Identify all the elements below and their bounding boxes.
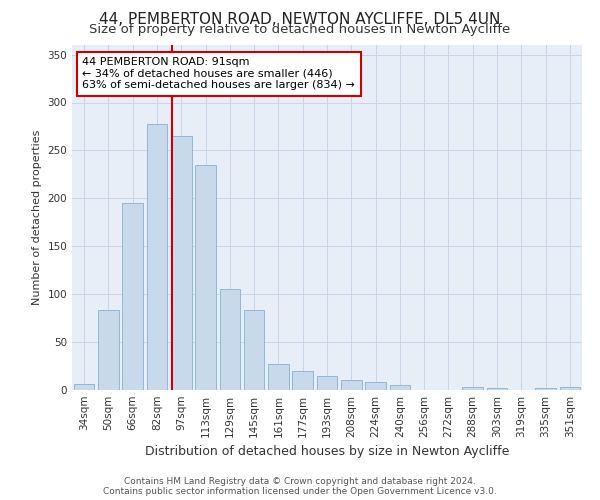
Bar <box>146 124 167 390</box>
Text: 44, PEMBERTON ROAD, NEWTON AYCLIFFE, DL5 4UN: 44, PEMBERTON ROAD, NEWTON AYCLIFFE, DL5… <box>100 12 500 28</box>
Bar <box>195 165 216 390</box>
Bar <box>220 290 240 390</box>
Bar <box>463 387 483 390</box>
Bar <box>98 310 119 390</box>
X-axis label: Distribution of detached houses by size in Newton Aycliffe: Distribution of detached houses by size … <box>145 446 509 458</box>
Bar <box>122 203 143 390</box>
Bar <box>365 382 386 390</box>
Bar <box>74 384 94 390</box>
Bar <box>292 371 313 390</box>
Bar <box>389 385 410 390</box>
Bar <box>341 380 362 390</box>
Bar <box>560 387 580 390</box>
Bar <box>268 364 289 390</box>
Bar <box>535 388 556 390</box>
Text: Size of property relative to detached houses in Newton Aycliffe: Size of property relative to detached ho… <box>89 22 511 36</box>
Bar <box>317 376 337 390</box>
Text: Contains HM Land Registry data © Crown copyright and database right 2024.
Contai: Contains HM Land Registry data © Crown c… <box>103 476 497 496</box>
Bar <box>244 310 265 390</box>
Bar <box>171 136 191 390</box>
Bar <box>487 388 508 390</box>
Y-axis label: Number of detached properties: Number of detached properties <box>32 130 42 305</box>
Text: 44 PEMBERTON ROAD: 91sqm
← 34% of detached houses are smaller (446)
63% of semi-: 44 PEMBERTON ROAD: 91sqm ← 34% of detach… <box>82 57 355 90</box>
